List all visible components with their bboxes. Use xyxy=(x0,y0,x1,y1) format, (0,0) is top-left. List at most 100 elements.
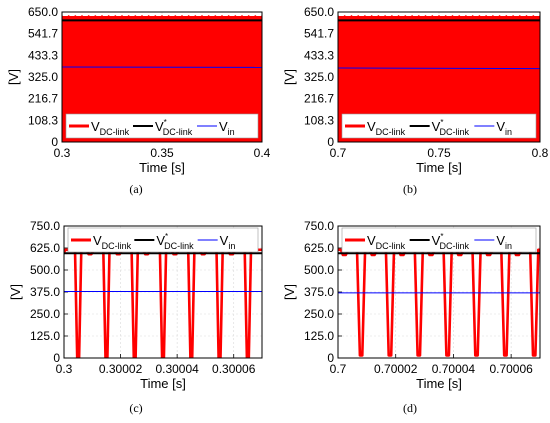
legend-sub: in xyxy=(228,127,235,137)
legend-dc-link-label: VDC-link xyxy=(93,233,132,251)
y-tick-label: 541.7 xyxy=(304,27,334,41)
legend-main: V xyxy=(220,233,229,248)
y-tick-label: 750.0 xyxy=(304,219,334,233)
x-tick-label: 0.35 xyxy=(150,146,174,160)
y-tick-label: 0 xyxy=(327,135,334,149)
y-tick-label: 650.0 xyxy=(28,5,58,19)
y-tick-label: 250.0 xyxy=(304,307,334,321)
x-tick-label: 0.70002 xyxy=(374,362,418,376)
plot-frame xyxy=(63,225,263,359)
y-tick-label: 325.0 xyxy=(304,70,334,84)
legend-sub: DC-link xyxy=(163,127,193,137)
series-v-in xyxy=(338,67,540,70)
y-tick-label: 216.7 xyxy=(28,92,58,106)
y-axis-label: [V] xyxy=(282,284,297,300)
legend-dc-link-label: VDC-link xyxy=(367,233,406,251)
legend-main: V xyxy=(367,233,376,248)
legend-sub: DC-link xyxy=(376,127,406,137)
legend-sup: * xyxy=(440,118,443,127)
legend-sub: DC-link xyxy=(376,241,406,251)
panel-caption: (d) xyxy=(403,401,417,415)
y-tick-label: 375.0 xyxy=(30,285,60,299)
plot-frame xyxy=(61,11,263,143)
legend-sub: DC-link xyxy=(439,127,469,137)
legend-main: V xyxy=(432,119,441,134)
legend-v-in-label: Vin xyxy=(496,233,512,251)
x-axis-label: Time [s] xyxy=(416,160,462,175)
y-tick-label: 750.0 xyxy=(30,219,60,233)
legend-sub: DC-link xyxy=(164,241,194,251)
x-tick-label: 0.3 xyxy=(54,146,71,160)
x-axis-label: Time [s] xyxy=(139,160,185,175)
y-axis-label: [V] xyxy=(282,69,297,85)
y-tick-label: 108.3 xyxy=(304,113,334,127)
legend-box xyxy=(341,113,537,139)
legend-sub: DC-link xyxy=(439,241,469,251)
legend-main: V xyxy=(91,119,100,134)
legend-sup: * xyxy=(164,118,167,127)
x-tick-label: 0.7 xyxy=(330,362,347,376)
legend-main: V xyxy=(496,233,505,248)
legend-box xyxy=(65,113,259,139)
y-tick-label: 541.7 xyxy=(28,27,58,41)
legend-main: V xyxy=(93,233,102,248)
legend-v-in-label: Vin xyxy=(220,233,236,251)
legend-main: V xyxy=(156,233,165,248)
legend-sup: * xyxy=(165,232,168,241)
y-tick-label: 216.7 xyxy=(304,92,334,106)
y-tick-label: 325.0 xyxy=(28,70,58,84)
legend-main: V xyxy=(496,119,505,134)
legend: VDC-link V* DC-link Vin xyxy=(341,113,537,139)
legend-sub: in xyxy=(505,127,512,137)
y-tick-label: 125.0 xyxy=(304,329,334,343)
panel-d: 0 125.0 250.0 375.0 500.0 625.0 750.0 0.7 0.7000… xyxy=(282,219,541,415)
legend-sub: DC-link xyxy=(100,127,130,137)
legend-v-in-label: Vin xyxy=(496,119,512,137)
panel-caption: (c) xyxy=(129,401,142,415)
legend-dc-link-label: VDC-link xyxy=(367,119,406,137)
legend-sub: in xyxy=(228,241,235,251)
legend-dc-link-ref-label: V* DC-link xyxy=(155,118,193,137)
legend: VDC-link V* DC-link Vin xyxy=(341,227,537,253)
legend-sub: DC-link xyxy=(102,241,132,251)
legend-dc-link-ref-label: V* DC-link xyxy=(432,232,470,251)
x-axis-label: Time [s] xyxy=(416,376,462,391)
panel-c: 0 125.0 250.0 375.0 500.0 625.0 750.0 0.3 0.3000… xyxy=(8,219,263,415)
panel-caption: (b) xyxy=(403,182,417,196)
y-tick-label: 500.0 xyxy=(30,263,60,277)
legend-dc-link-ref-label: V* DC-link xyxy=(432,118,470,137)
plot-frame xyxy=(337,225,541,359)
legend-main: V xyxy=(219,119,228,134)
y-tick-label: 0 xyxy=(327,351,334,365)
legend-sup: * xyxy=(440,232,443,241)
legend-sub: in xyxy=(505,241,512,251)
panel-b: 0 108.3 216.7 325.0 433.3 541.7 650.0 0.7 0.75 0.… xyxy=(282,5,549,196)
y-axis-label: [V] xyxy=(6,69,21,85)
legend: VDC-link V* DC-link Vin xyxy=(67,227,259,253)
legend-main: V xyxy=(155,119,164,134)
x-tick-label: 0.7 xyxy=(330,146,347,160)
y-axis-label: [V] xyxy=(8,284,23,300)
x-tick-label: 0.30002 xyxy=(99,362,143,376)
y-tick-label: 250.0 xyxy=(30,307,60,321)
x-tick-label: 0.4 xyxy=(254,146,271,160)
y-tick-label: 375.0 xyxy=(304,285,334,299)
y-tick-label: 650.0 xyxy=(304,5,334,19)
legend-dc-link-label: VDC-link xyxy=(91,119,130,137)
y-tick-label: 108.3 xyxy=(28,113,58,127)
x-tick-label: 0.8 xyxy=(532,146,549,160)
x-tick-label: 0.70004 xyxy=(432,362,476,376)
series-dc-link-ripple xyxy=(338,14,540,21)
legend: VDC-link V* DC-link Vin xyxy=(65,113,259,139)
y-tick-label: 500.0 xyxy=(304,263,334,277)
y-tick-label: 0 xyxy=(51,135,58,149)
legend-main: V xyxy=(432,233,441,248)
y-tick-label: 433.3 xyxy=(28,48,58,62)
x-tick-label: 0.30004 xyxy=(155,362,199,376)
y-tick-label: 625.0 xyxy=(304,241,334,255)
legend-box xyxy=(67,227,259,253)
x-axis-label: Time [s] xyxy=(140,376,186,391)
plot-frame xyxy=(337,11,541,143)
legend-box xyxy=(341,227,537,253)
x-tick-label: 0.75 xyxy=(427,146,451,160)
